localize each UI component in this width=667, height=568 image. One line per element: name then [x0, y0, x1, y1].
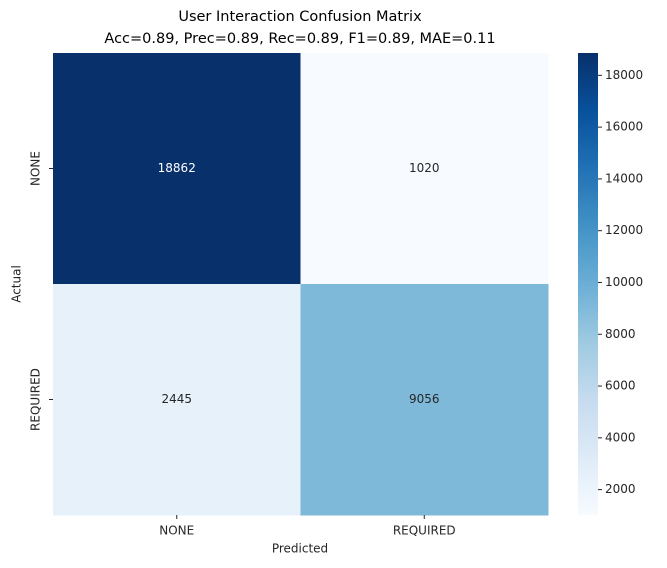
- colorbar: [578, 53, 598, 515]
- chart-subtitle: Acc=0.89, Prec=0.89, Rec=0.89, F1=0.89, …: [104, 31, 495, 47]
- cell-label: 9056: [409, 392, 440, 406]
- heatmap-cell: [53, 284, 301, 516]
- x-axis-label: Predicted: [272, 542, 328, 556]
- x-tick-label: NONE: [159, 524, 194, 538]
- cell-label: 18862: [158, 161, 196, 175]
- colorbar-tick-label: 18000: [605, 68, 643, 82]
- heatmap-cell: [53, 53, 301, 285]
- colorbar-tick-label: 4000: [605, 430, 636, 444]
- cell-label: 1020: [409, 161, 440, 175]
- x-tick-label: REQUIRED: [393, 524, 456, 538]
- cell-label: 2445: [161, 392, 192, 406]
- colorbar-tick-label: 14000: [605, 171, 643, 185]
- colorbar-tick-label: 8000: [605, 327, 636, 341]
- heatmap-cell: [300, 284, 549, 516]
- y-tick-label: REQUIRED: [29, 368, 43, 431]
- colorbar-tick-label: 2000: [605, 482, 636, 496]
- colorbar-tick-label: 6000: [605, 379, 636, 393]
- y-axis-label: Actual: [10, 265, 24, 303]
- colorbar-tick-label: 12000: [605, 223, 643, 237]
- heatmap-cell: [300, 53, 549, 285]
- chart-title: User Interaction Confusion Matrix: [178, 9, 422, 25]
- y-tick-label: NONE: [29, 151, 43, 186]
- colorbar-tick-label: 10000: [605, 275, 643, 289]
- colorbar-tick-label: 16000: [605, 120, 643, 134]
